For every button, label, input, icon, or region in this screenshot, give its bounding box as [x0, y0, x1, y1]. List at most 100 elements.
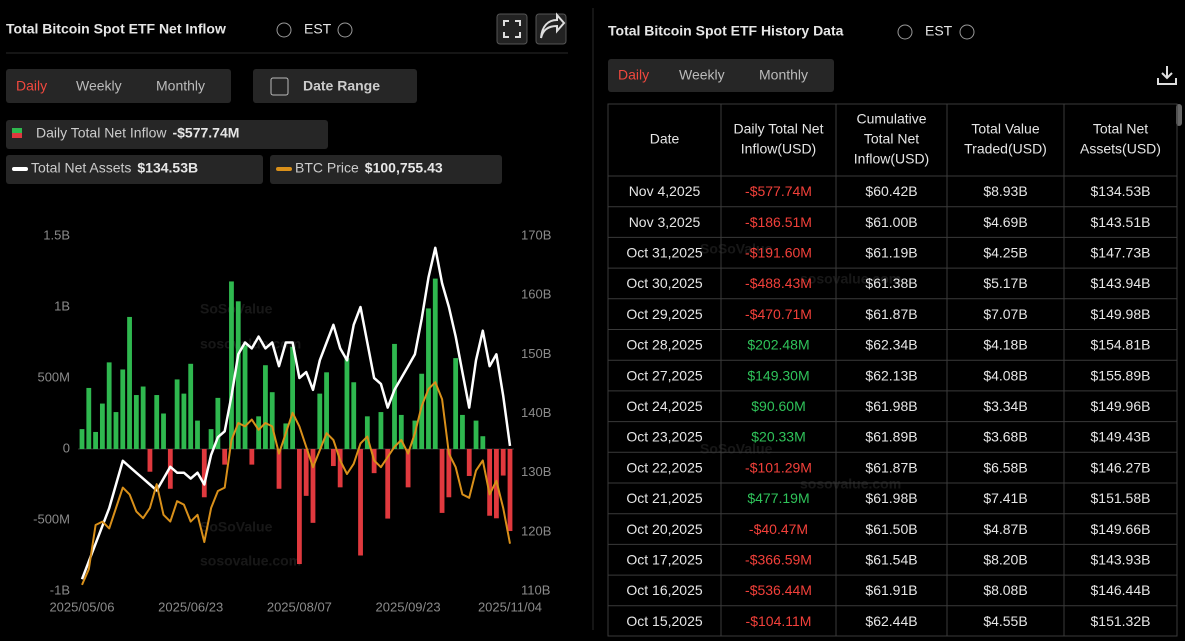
tab[interactable]: Daily	[618, 67, 649, 83]
bar	[317, 393, 323, 449]
column-header: Date	[650, 131, 680, 147]
table-cell: $8.20B	[983, 551, 1027, 567]
bar	[256, 416, 262, 449]
bar	[487, 449, 493, 516]
bar	[330, 449, 336, 467]
line	[81, 381, 511, 586]
watermark: SoSoValue	[200, 519, 273, 535]
bar	[106, 362, 112, 449]
table-cell: $62.44B	[865, 613, 917, 629]
y2-tick-label: 170B	[521, 227, 551, 242]
watermark: sosovalue.com	[800, 476, 901, 492]
bar	[263, 365, 268, 449]
table-cell: Nov 4,2025	[629, 183, 701, 199]
table-cell: $154.81B	[1091, 337, 1151, 353]
info-icon[interactable]	[959, 24, 975, 40]
table-cell: -$186.51M	[745, 214, 812, 230]
watermark: sosovalue.com	[800, 271, 901, 287]
tab[interactable]: Monthly	[759, 67, 808, 83]
table-cell: $4.87B	[983, 521, 1027, 537]
y2-tick-label: 140B	[521, 405, 551, 420]
table-cell: $62.13B	[865, 367, 917, 383]
column-header: Traded(USD)	[964, 141, 1047, 157]
bar	[269, 392, 275, 449]
watermark: SoSoValue	[700, 241, 773, 257]
legend-label: Daily Total Net Inflow	[36, 125, 167, 141]
legend-value: -$577.74M	[172, 125, 239, 141]
table-frame	[607, 103, 1178, 637]
table-cell: $61.54B	[865, 551, 917, 567]
table-cell: Oct 30,2025	[626, 275, 702, 291]
tab[interactable]: Monthly	[156, 78, 205, 94]
legend-label: Total Net Assets	[31, 160, 131, 176]
table-cell: $61.98B	[865, 490, 917, 506]
column-header: Total Net	[1093, 121, 1148, 137]
share-button[interactable]	[535, 13, 567, 45]
download-icon[interactable]	[1157, 66, 1177, 85]
table-cell: $134.53B	[1091, 183, 1151, 199]
table-cell: $4.25B	[983, 244, 1027, 260]
bar	[276, 449, 282, 489]
tab[interactable]: Daily	[16, 78, 47, 94]
table-cell: $61.87B	[865, 459, 917, 475]
table-cell: $149.43B	[1091, 429, 1151, 445]
date-range-label: Date Range	[303, 78, 380, 94]
bar	[229, 281, 234, 449]
x-tick-label: 2025/09/23	[376, 599, 441, 614]
info-icon[interactable]	[276, 22, 292, 38]
y2-tick-label: 120B	[521, 523, 551, 538]
bar	[242, 345, 248, 449]
y-tick-label: -1B	[50, 582, 70, 597]
y2-tick-label: 160B	[521, 287, 551, 302]
table-cell: $477.19M	[747, 490, 809, 506]
timezone: EST	[304, 21, 332, 37]
y-tick-label: 1.5B	[43, 227, 70, 242]
tab-group	[6, 69, 231, 103]
legend-box	[6, 155, 263, 184]
x-tick-label: 2025/11/04	[478, 599, 542, 614]
table-cell: Oct 21,2025	[626, 490, 702, 506]
watermark: sosovalue.com	[200, 336, 301, 352]
bar	[324, 372, 329, 449]
y2-tick-label: 110B	[521, 582, 550, 597]
bar	[296, 449, 302, 565]
table-cell: $6.58B	[983, 459, 1027, 475]
bar	[480, 436, 486, 449]
bar	[358, 449, 363, 556]
table-cell: $61.89B	[865, 429, 917, 445]
table-cell: Oct 23,2025	[626, 429, 702, 445]
table-cell: $61.87B	[865, 306, 917, 322]
table-cell: Oct 31,2025	[626, 244, 702, 260]
table-cell: $146.27B	[1091, 459, 1151, 475]
y-tick-label: 0	[63, 440, 70, 455]
bar	[310, 449, 316, 523]
bar	[181, 393, 187, 449]
date-range-button[interactable]	[253, 69, 417, 103]
bar	[86, 387, 92, 449]
bar	[419, 373, 425, 449]
bar	[466, 449, 472, 476]
fullscreen-button[interactable]	[496, 13, 528, 45]
tab[interactable]: Weekly	[679, 67, 725, 83]
table-cell: $149.96B	[1091, 398, 1151, 414]
bar	[392, 343, 397, 449]
bar	[140, 386, 146, 449]
y2-tick-label: 130B	[521, 464, 551, 479]
bar	[161, 413, 166, 449]
table-cell: $3.34B	[983, 398, 1027, 414]
tab[interactable]: Weekly	[76, 78, 122, 94]
bar	[398, 414, 404, 449]
table-cell: $3.68B	[983, 429, 1027, 445]
line	[80, 246, 512, 580]
table-cell: $143.51B	[1091, 214, 1151, 230]
bar	[133, 395, 139, 449]
info-icon[interactable]	[337, 22, 353, 38]
table-cell: Oct 20,2025	[626, 521, 702, 537]
bar	[113, 412, 119, 449]
share-icon	[540, 12, 566, 39]
bar	[222, 449, 228, 465]
info-icon[interactable]	[897, 24, 913, 40]
bar	[337, 449, 343, 488]
table-cell: $149.30M	[747, 367, 809, 383]
tab-group	[608, 59, 834, 92]
